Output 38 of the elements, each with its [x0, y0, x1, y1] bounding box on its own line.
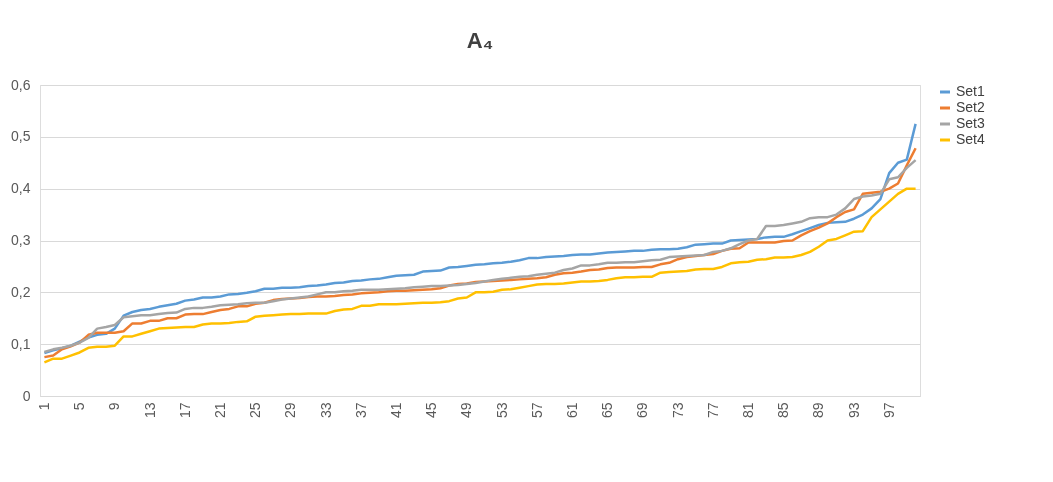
legend-label: Set4 [956, 131, 986, 147]
x-tick-label: 53 [493, 402, 510, 419]
x-tick-label: 89 [810, 402, 827, 419]
legend-label: Set3 [956, 115, 986, 131]
x-tick-label: 9 [106, 402, 123, 411]
legend-label: Set1 [956, 83, 986, 99]
x-tick-label: 29 [282, 402, 299, 419]
x-tick-label: 69 [634, 402, 651, 419]
x-tick-label: 97 [880, 402, 897, 419]
x-tick-label: 17 [176, 402, 193, 419]
x-tick-label: 25 [247, 402, 264, 419]
x-tick-label: 81 [739, 402, 756, 419]
chart-title: A₄ [466, 28, 494, 53]
x-tick-label: 85 [775, 402, 792, 419]
x-tick-label: 33 [317, 402, 334, 419]
x-tick-label: 93 [845, 402, 862, 419]
legend-label: Set2 [956, 99, 986, 115]
x-tick-label: 65 [599, 402, 616, 419]
y-tick-label: 0,1 [11, 335, 31, 352]
y-tick-label: 0 [22, 387, 31, 404]
x-tick-label: 21 [211, 402, 228, 419]
y-tick-label: 0,3 [11, 232, 31, 248]
y-tick-label: 0,5 [11, 128, 31, 145]
x-tick-label: 73 [669, 402, 686, 419]
x-tick-label: 61 [563, 402, 580, 419]
x-tick-label: 57 [528, 402, 545, 419]
x-tick-label: 13 [141, 402, 158, 419]
x-tick-label: 77 [704, 402, 721, 419]
y-tick-label: 0,6 [11, 76, 31, 93]
x-tick-label: 37 [352, 402, 369, 419]
y-tick-label: 0,4 [11, 180, 31, 197]
x-tick-label: 41 [387, 402, 404, 419]
x-tick-label: 49 [458, 402, 475, 419]
x-tick-label: 45 [423, 402, 440, 419]
y-tick-label: 0,2 [11, 283, 31, 300]
x-tick-label: 5 [71, 402, 88, 411]
x-tick-label: 1 [35, 402, 52, 411]
line-series [43, 187, 917, 364]
